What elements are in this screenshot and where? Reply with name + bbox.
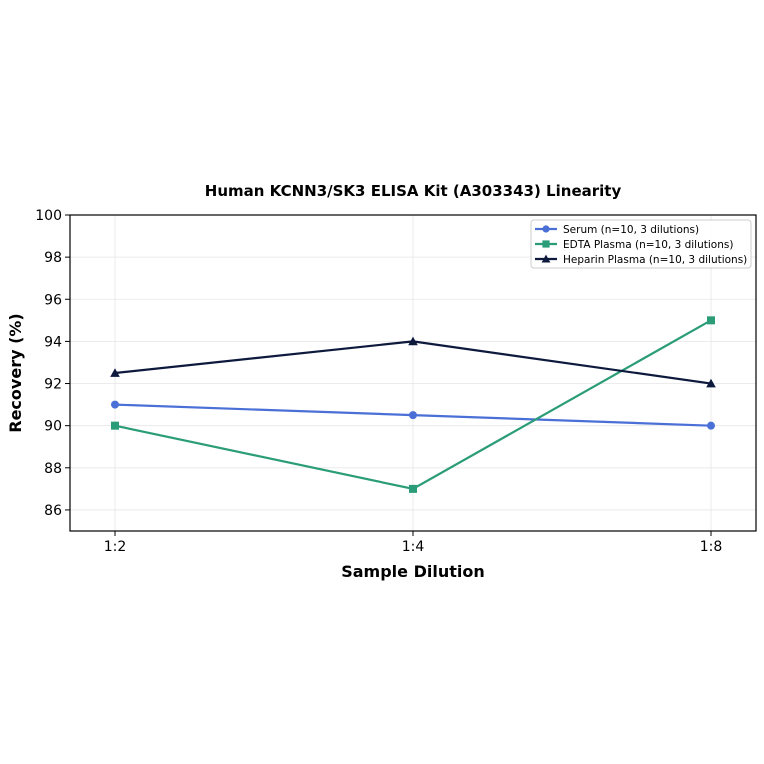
triangle-marker xyxy=(541,254,551,263)
circle-marker xyxy=(542,225,550,233)
square-marker xyxy=(542,240,550,248)
series-layer xyxy=(110,316,716,493)
series-1 xyxy=(111,316,715,493)
data-point xyxy=(707,316,715,325)
legend: Serum (n=10, 3 dilutions) EDTA Plasma (n=… xyxy=(530,219,752,269)
y-tick-label: 86 xyxy=(44,503,62,519)
y-tick-label: 100 xyxy=(35,208,62,224)
y-tick-label: 92 xyxy=(44,377,62,393)
legend-entry: EDTA Plasma (n=10, 3 dilutions) xyxy=(535,239,733,251)
y-tick-label: 96 xyxy=(44,292,62,308)
data-point xyxy=(707,421,715,430)
legend-label: EDTA Plasma (n=10, 3 dilutions) xyxy=(563,239,733,251)
y-tick-label: 90 xyxy=(44,419,62,435)
data-point xyxy=(111,400,119,409)
x-tick-label: 1:4 xyxy=(402,539,425,555)
data-point xyxy=(706,378,716,388)
x-tick-label: 1:2 xyxy=(104,539,127,555)
legend-entry: Heparin Plasma (n=10, 3 dilutions) xyxy=(535,254,747,266)
y-tick-label: 94 xyxy=(44,334,62,350)
legend-label: Heparin Plasma (n=10, 3 dilutions) xyxy=(563,254,747,266)
legend-entry: Serum (n=10, 3 dilutions) xyxy=(535,224,699,236)
y-tick-label: 88 xyxy=(44,461,62,477)
series-0 xyxy=(111,400,715,430)
x-axis-label: Sample Dilution xyxy=(341,562,485,581)
series-2 xyxy=(110,336,716,388)
axis-ticks: 86 88 90 92 94 96 98 100 1:2 1:4 1:8 xyxy=(35,208,722,555)
y-tick-label: 98 xyxy=(44,250,62,266)
data-point xyxy=(408,336,418,346)
legend-box xyxy=(530,219,752,269)
data-point xyxy=(409,484,417,493)
data-point xyxy=(111,421,119,430)
legend-label: Serum (n=10, 3 dilutions) xyxy=(563,224,699,236)
x-tick-label: 1:8 xyxy=(700,539,723,555)
data-point xyxy=(409,411,417,420)
data-point xyxy=(110,368,120,377)
chart-title: Human KCNN3/SK3 ELISA Kit (A303343) Line… xyxy=(205,182,622,200)
y-axis-label: Recovery (%) xyxy=(6,313,25,432)
